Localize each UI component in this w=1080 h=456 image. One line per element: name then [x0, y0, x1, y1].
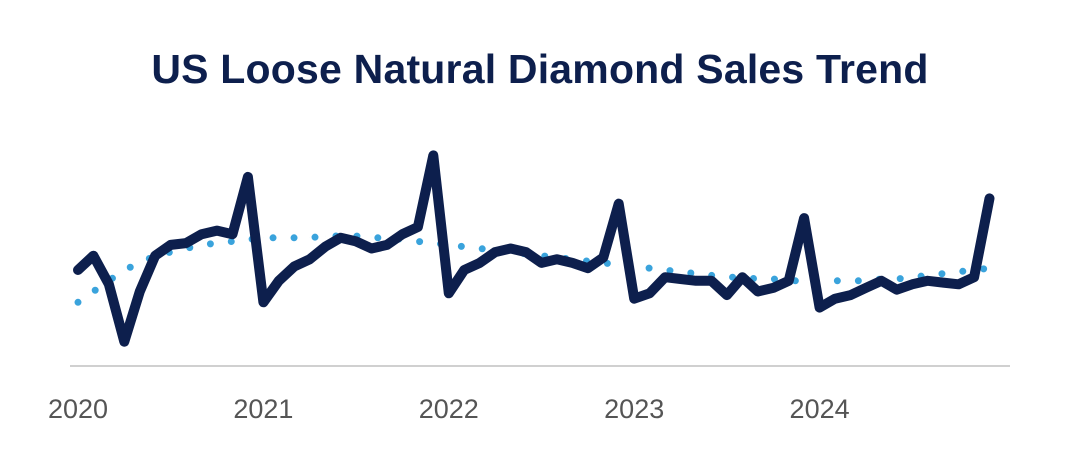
x-tick-label-2022: 2022: [419, 394, 479, 424]
x-tick-label-2023: 2023: [604, 394, 664, 424]
series-layer: [73, 150, 995, 347]
trend-line: [74, 232, 993, 306]
chart-title: US Loose Natural Diamond Sales Trend: [151, 46, 929, 92]
trend-series: [74, 232, 993, 306]
x-tick-label-2021: 2021: [233, 394, 293, 424]
x-tick-labels: 2020 2021 2022 2023 2024: [48, 394, 850, 424]
sales-series: [73, 150, 995, 347]
sales-line: [73, 150, 995, 347]
x-tick-label-2020: 2020: [48, 394, 108, 424]
x-tick-label-2024: 2024: [790, 394, 850, 424]
